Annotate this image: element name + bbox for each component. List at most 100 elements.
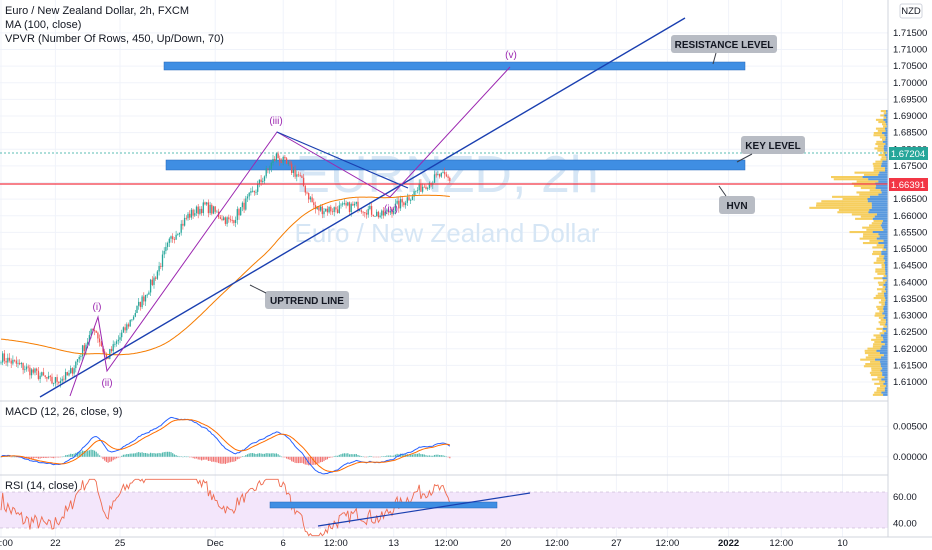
macd-bar [68,454,70,457]
candle [187,213,189,219]
vpvr-legend[interactable]: VPVR (Number Of Rows, 450, Up/Down, 70) [5,33,224,45]
macd-legend[interactable]: MACD (12, 26, close, 9) [5,406,123,418]
time-axis[interactable]: 20:00 22 25 Dec 6 12:00 13 12:00 20 12:00 27 12:00 2… [0,538,848,549]
volume-profile-row [873,297,886,300]
rsi-trend-line[interactable] [317,492,531,527]
candle [143,296,145,302]
uptrend-callout[interactable]: UPTREND LINE [249,284,349,309]
candle [428,182,431,189]
macd-bar [415,453,417,457]
macd-bar [248,453,250,457]
candle [243,202,245,210]
volume-profile-row [883,145,888,148]
macd-bar [357,454,359,457]
macd-bar [439,455,441,457]
candle [285,158,288,164]
volume-profile-row [871,338,884,341]
volume-profile-row [872,162,882,165]
macd-bar [165,451,167,457]
candle [61,378,63,381]
volume-profile-row [885,323,888,326]
candle [49,375,51,377]
candle [294,169,296,177]
macd-bar [382,456,385,457]
macd-bar [416,453,419,457]
candle [338,205,340,214]
candle [411,196,414,201]
wave-label-ii: (ii) [101,378,112,389]
rsi-legend[interactable]: RSI (14, close) [5,480,78,492]
candle [253,190,255,193]
resistance-zone[interactable] [163,61,746,71]
volume-profile-row [870,374,883,377]
macd-bar [63,456,65,457]
volume-profile-row [874,382,884,385]
price-axis[interactable]: 1.71500 1.71000 1.70500 1.70000 1.69500 1.690… [893,28,927,530]
volume-profile-row [860,187,876,190]
macd-bar [170,452,172,457]
macd-bar [175,455,177,457]
volume-profile-row [882,277,888,280]
volume-profile-row [884,343,888,346]
volume-profile-row [876,213,888,216]
candle [27,366,29,368]
currency-badge[interactable]: NZD [899,3,923,19]
macd-bar [384,456,386,457]
volume-profile-row [877,292,885,295]
macd-bar [447,456,449,458]
macd-bar [185,456,187,458]
macd-signal-line [0,419,450,473]
uptrend-line[interactable] [39,17,686,398]
candle [282,156,284,163]
candle [129,319,131,327]
volume-profile-row [885,266,888,269]
volume-profile-row [885,143,888,146]
volume-profile-row [886,385,888,388]
macd-bar [116,456,118,459]
macd-bar [321,456,323,462]
key-level-zone[interactable] [165,159,746,171]
hvn-callout-label: HVN [726,201,747,212]
candle [233,220,235,223]
candle [195,206,198,214]
macd-bar [70,453,72,457]
price-tick-label: 1.70500 [893,61,927,72]
macd-tick-label: 0.00500 [893,421,927,432]
macd-bar [187,456,189,458]
macd-bar [238,456,240,459]
volume-profile-row [884,380,888,383]
volume-profile-row [881,162,888,165]
volume-profile-row [885,154,888,157]
rsi-zone[interactable] [269,501,498,509]
macd-bar [83,450,85,457]
hvn-callout[interactable]: HVN [718,185,755,214]
volume-profile-row [885,290,888,293]
macd-bar [277,454,279,457]
price-tick-label: 1.66000 [893,211,927,222]
macd-bar [289,456,291,460]
uptrend-callout-label: UPTREND LINE [270,296,344,307]
resistance-callout[interactable]: RESISTANCE LEVEL [671,35,777,65]
volume-profile-row [821,200,868,203]
ma-legend[interactable]: MA (100, close) [5,19,82,31]
elliott-wave-path[interactable] [69,66,511,397]
volume-profile-row [875,294,885,297]
candle [447,176,449,178]
volume-profile-row [883,310,888,313]
candle [68,372,70,376]
macd-bar [423,454,425,457]
candle [258,179,261,185]
candle [30,369,33,376]
candle [348,202,351,212]
key-level-callout[interactable]: KEY LEVEL [736,136,805,163]
macd-bar [410,454,412,457]
candle [25,366,28,370]
candle [59,380,62,384]
candle [365,213,368,215]
volume-profile-row [880,319,886,322]
macd-bar [340,454,342,457]
candle [331,211,334,213]
volume-profile-row [877,281,886,284]
candle [382,210,385,216]
